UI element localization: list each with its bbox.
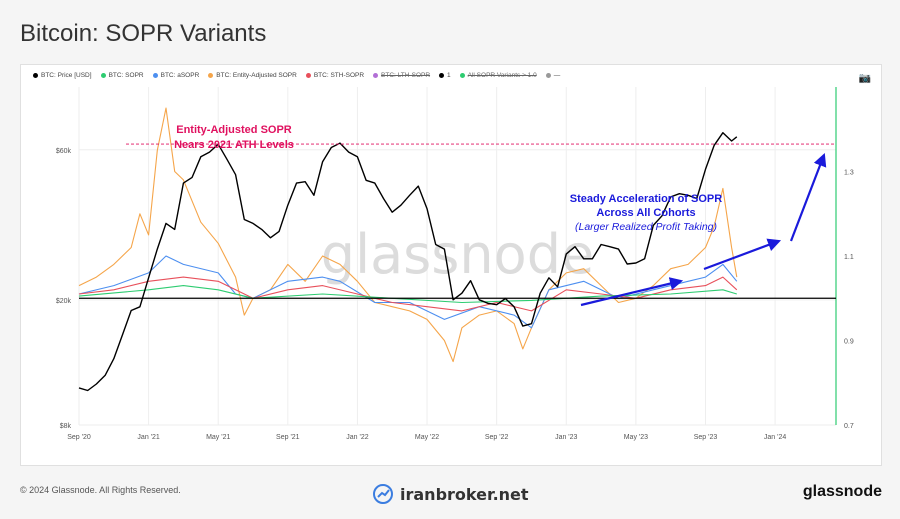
copyright-text: © 2024 Glassnode. All Rights Reserved. bbox=[20, 485, 181, 495]
x-tick-label: Sep '21 bbox=[276, 434, 300, 441]
y-right-tick-label: 0.7 bbox=[844, 423, 854, 430]
legend-label: BTC: SOPR bbox=[108, 72, 144, 79]
watermark-text: glassnode bbox=[321, 223, 594, 286]
arrow-accel-2 bbox=[703, 238, 782, 271]
x-tick-label: May '22 bbox=[415, 434, 439, 441]
y-right-tick-label: 1.3 bbox=[844, 170, 854, 177]
x-tick-label: Sep '20 bbox=[67, 434, 91, 441]
x-tick-label: May '23 bbox=[624, 434, 648, 441]
y-left-tick-label: $20k bbox=[56, 298, 72, 305]
legend-dot-icon bbox=[208, 73, 214, 78]
legend-item[interactable]: BTC: LTH-SOPR bbox=[373, 72, 430, 79]
legend-item[interactable]: — bbox=[545, 72, 561, 79]
camera-icon[interactable]: 📷 bbox=[858, 73, 871, 84]
legend-item[interactable]: BTC: Price [USD] bbox=[33, 72, 92, 79]
series-line-btc-sth-sopr bbox=[78, 276, 738, 312]
annotation-accel-line3: (Larger Realized Profit Taking) bbox=[575, 221, 717, 233]
sopr-chart: Sep '20 Jan '21 May '21 Sep '21 Jan '22 May '… bbox=[56, 87, 854, 441]
legend-label: BTC: Price [USD] bbox=[41, 72, 92, 79]
legend-dot-icon bbox=[152, 73, 158, 78]
annotation-accel-line1: Steady Acceleration of SOPR bbox=[570, 193, 722, 205]
legend-label: BTC: Entity-Adjusted SOPR bbox=[216, 72, 297, 79]
legend-item[interactable]: BTC: SOPR bbox=[100, 72, 144, 79]
legend-dot-icon bbox=[459, 73, 465, 78]
legend-dot-icon bbox=[545, 73, 551, 78]
arrow-accel-3 bbox=[789, 152, 827, 242]
x-tick-label: Jan '24 bbox=[764, 434, 786, 441]
annotation-ath-line1: Entity-Adjusted SOPR bbox=[176, 124, 292, 136]
series-line-btc-entity-adjusted-sopr bbox=[78, 107, 738, 363]
legend-item[interactable]: BTC: Entity-Adjusted SOPR bbox=[208, 72, 297, 79]
iranbroker-logo: iranbroker.net bbox=[372, 483, 529, 505]
legend-dot-icon bbox=[100, 73, 106, 78]
trend-chart-icon bbox=[373, 484, 393, 504]
chart-legend: BTC: Price [USD] BTC: SOPR BTC: aSOPR BTC: … bbox=[33, 72, 560, 79]
x-tick-label: Sep '23 bbox=[694, 434, 718, 441]
x-tick-label: Jan '23 bbox=[555, 434, 577, 441]
annotation-accel-line2: Across All Cohorts bbox=[596, 207, 695, 219]
legend-item[interactable]: BTC: aSOPR bbox=[152, 72, 200, 79]
y-right-tick-label: 0.9 bbox=[844, 339, 854, 346]
x-tick-label: Jan '21 bbox=[137, 434, 159, 441]
page-title: Bitcoin: SOPR Variants bbox=[20, 20, 267, 47]
legend-dot-icon bbox=[439, 73, 445, 78]
y-left-tick-label: $8k bbox=[60, 423, 72, 430]
glassnode-logo: glassnode bbox=[802, 483, 882, 500]
x-tick-label: May '21 bbox=[206, 434, 230, 441]
y-left-tick-label: $60k bbox=[56, 148, 72, 155]
legend-dot-icon bbox=[373, 73, 379, 78]
legend-label: BTC: aSOPR bbox=[160, 72, 200, 79]
arrow-accel-1 bbox=[580, 277, 684, 307]
x-tick-label: Jan '22 bbox=[346, 434, 368, 441]
y-right-tick-label: 1.1 bbox=[844, 254, 854, 261]
legend-label: 1 bbox=[447, 72, 451, 79]
legend-item[interactable]: All SOPR Variants > 1.0 bbox=[459, 72, 537, 79]
legend-label: BTC: STH-SOPR bbox=[313, 72, 365, 79]
legend-item[interactable]: 1 bbox=[439, 72, 451, 79]
legend-dot-icon bbox=[33, 73, 38, 78]
legend-dot-icon bbox=[305, 73, 311, 78]
series-line-btc-price-usd- bbox=[78, 131, 738, 392]
chart-card: BTC: Price [USD] BTC: SOPR BTC: aSOPR BTC: … bbox=[20, 64, 882, 466]
x-tick-label: Sep '22 bbox=[485, 434, 509, 441]
legend-label: — bbox=[553, 72, 561, 79]
legend-item[interactable]: BTC: STH-SOPR bbox=[305, 72, 365, 79]
series-line-btc-asopr bbox=[78, 255, 738, 329]
annotation-ath-line2: Nears 2021 ATH Levels bbox=[174, 139, 294, 151]
legend-label: BTC: LTH-SOPR bbox=[381, 72, 431, 79]
center-brand-text: iranbroker.net bbox=[400, 484, 529, 504]
legend-label: All SOPR Variants > 1.0 bbox=[467, 72, 537, 79]
